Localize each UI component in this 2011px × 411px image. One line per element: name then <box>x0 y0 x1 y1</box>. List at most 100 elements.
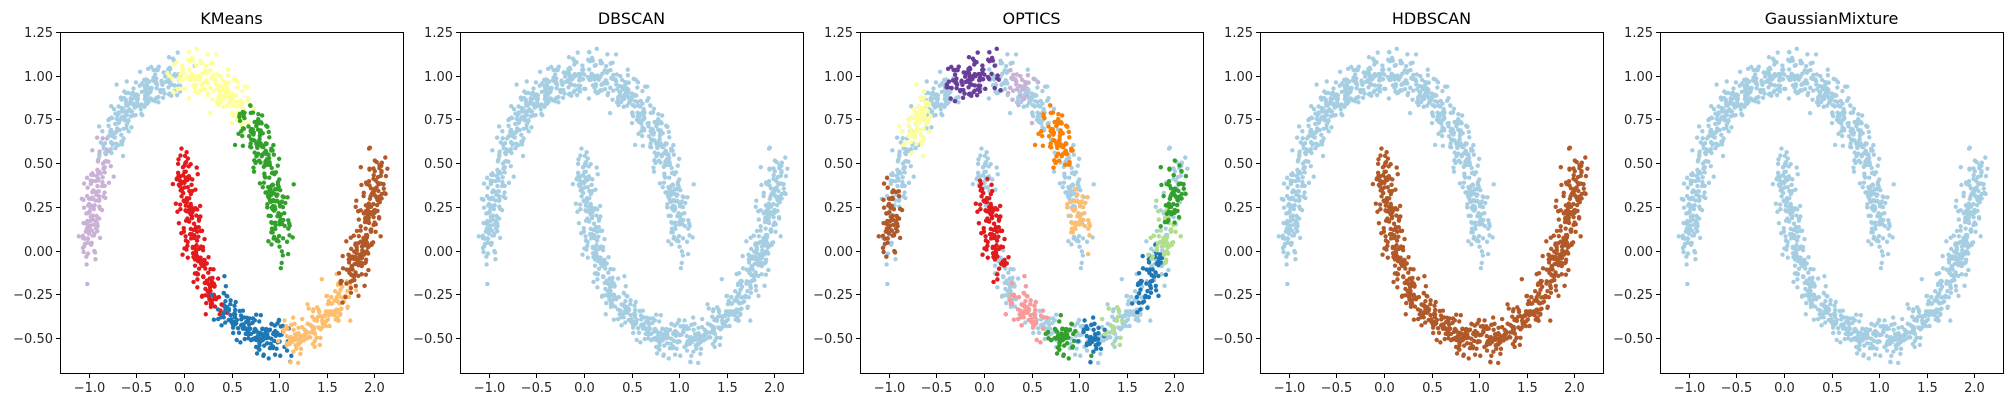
scatter-point-cluster-3 <box>266 239 271 244</box>
scatter-point-cluster-3 <box>920 153 926 159</box>
scatter-point-cluster-2 <box>893 226 899 231</box>
scatter-point-cluster-0 <box>526 129 531 134</box>
scatter-point-cluster-1 <box>1054 312 1059 317</box>
scatter-point-cluster-1 <box>778 173 783 179</box>
scatter-point-cluster-2 <box>881 249 886 255</box>
scatter-point-cluster-0 <box>640 143 646 149</box>
scatter-point-cluster-1 <box>724 293 729 299</box>
scatter-point-cluster-1 <box>579 231 584 236</box>
scatter-point-cluster-1 <box>695 360 701 366</box>
scatter-point-cluster-7 <box>352 261 357 267</box>
scatter-point-cluster-0 <box>682 223 687 229</box>
scatter-point-cluster-2 <box>892 231 897 236</box>
scatter-point-cluster-0 <box>1062 175 1068 180</box>
scatter-point-cluster-0 <box>542 96 547 102</box>
scatter-point-cluster-5 <box>253 336 259 341</box>
scatter-point-cluster-0 <box>594 46 599 52</box>
scatter-point-cluster-0 <box>640 88 645 94</box>
scatter-point-cluster-1 <box>636 330 642 336</box>
scatter-point-cluster-3 <box>909 115 914 120</box>
scatter-point-cluster-1 <box>744 267 749 272</box>
scatter-point-cluster-0 <box>522 89 527 94</box>
scatter-point-cluster-1 <box>653 336 659 341</box>
scatter-point-cluster-7 <box>379 196 384 201</box>
scatter-point-cluster-4 <box>193 251 199 256</box>
scatter-point-cluster-2 <box>213 77 218 82</box>
scatter-point-cluster-1 <box>691 327 696 332</box>
scatter-point-cluster-1 <box>133 112 138 118</box>
scatter-point-cluster-1 <box>1046 322 1052 327</box>
scatter-point-cluster-1 <box>753 242 758 248</box>
scatter-point-cluster-8 <box>978 181 984 186</box>
scatter-point-cluster-2 <box>229 120 235 126</box>
scatter-point-cluster-0 <box>680 194 685 199</box>
scatter-point-cluster-1 <box>654 351 660 356</box>
scatter-point-cluster-1 <box>691 349 696 354</box>
scatter-point-cluster-1 <box>994 165 999 170</box>
scatter-point-cluster-1 <box>96 124 102 129</box>
scatter-point-cluster-1 <box>121 136 126 141</box>
scatter-point-cluster-0 <box>551 67 556 73</box>
scatter-point-cluster-0 <box>659 113 665 118</box>
scatter-point-cluster-2 <box>897 235 903 241</box>
scatter-point-cluster-0 <box>90 148 95 153</box>
scatter-point-cluster-2 <box>891 207 897 212</box>
scatter-point-cluster-1 <box>629 317 634 322</box>
scatter-point-cluster-1 <box>596 216 602 221</box>
scatter-point-cluster-1 <box>1037 308 1042 314</box>
scatter-point-cluster-7 <box>358 224 363 229</box>
x-tick-label: 1.5 <box>717 381 738 396</box>
scatter-point-cluster-1 <box>1154 228 1160 234</box>
scatter-point-cluster-4 <box>185 243 190 248</box>
scatter-point-cluster-7 <box>371 201 376 207</box>
scatter-point-cluster-4 <box>186 164 191 169</box>
scatter-point-cluster-1 <box>723 319 729 324</box>
scatter-point-cluster-4 <box>203 266 208 271</box>
scatter-point-cluster-2 <box>889 228 895 233</box>
scatter-point-cluster-1 <box>595 271 601 277</box>
scatter-point-cluster-0 <box>496 124 502 129</box>
scatter-point-cluster-4 <box>200 293 205 298</box>
scatter-point-cluster-0 <box>514 116 519 122</box>
scatter-point-cluster-0 <box>658 120 663 125</box>
scatter-point-cluster-1 <box>983 169 988 174</box>
scatter-point-cluster-0 <box>678 265 684 271</box>
scatter-point-cluster-7 <box>346 252 351 257</box>
scatter-point-cluster-6 <box>1056 111 1061 117</box>
scatter-point-cluster-0 <box>561 87 566 93</box>
scatter-point-cluster-1 <box>162 91 167 96</box>
scatter-point-cluster-2 <box>205 52 210 57</box>
scatter-point-cluster-0 <box>630 110 635 115</box>
scatter-point-cluster-7 <box>1079 199 1085 204</box>
scatter-point-cluster-0 <box>88 205 93 210</box>
scatter-point-cluster-0 <box>556 100 561 105</box>
scatter-point-cluster-1 <box>749 256 754 261</box>
scatter-point-cluster-1 <box>606 254 611 260</box>
scatter-point-cluster-1 <box>733 317 738 322</box>
scatter-point-cluster-7 <box>366 267 371 273</box>
scatter-point-cluster-0 <box>84 262 89 267</box>
chart-title: KMeans <box>200 9 262 28</box>
scatter-point-cluster-0 <box>1018 89 1023 95</box>
scatter-point-cluster-0 <box>100 180 105 185</box>
scatter-point-cluster-0 <box>533 80 539 85</box>
scatter-point-cluster-1 <box>660 326 665 331</box>
scatter-point-cluster-3 <box>257 158 262 163</box>
scatter-point-cluster-1 <box>123 97 128 102</box>
scatter-point-cluster-0 <box>93 257 98 262</box>
scatter-point-cluster-3 <box>265 190 270 195</box>
scatter-point-cluster-4 <box>207 285 213 290</box>
scatter-point-cluster-6 <box>1051 137 1056 143</box>
scatter-point-cluster-1 <box>1114 335 1119 341</box>
scatter-point-cluster-4 <box>948 96 953 101</box>
scatter-point-cluster-7 <box>1082 223 1087 229</box>
scatter-point-cluster-0 <box>622 92 627 98</box>
scatter-point-cluster-1 <box>119 132 124 138</box>
scatter-point-cluster-2 <box>186 49 192 55</box>
scatter-point-cluster-0 <box>633 99 638 104</box>
scatter-point-cluster-1 <box>657 330 662 336</box>
scatter-point-cluster-1 <box>583 203 588 208</box>
scatter-point-cluster-2 <box>219 77 225 83</box>
scatter-point-cluster-5 <box>240 308 246 313</box>
scatter-point-cluster-1 <box>139 89 145 95</box>
